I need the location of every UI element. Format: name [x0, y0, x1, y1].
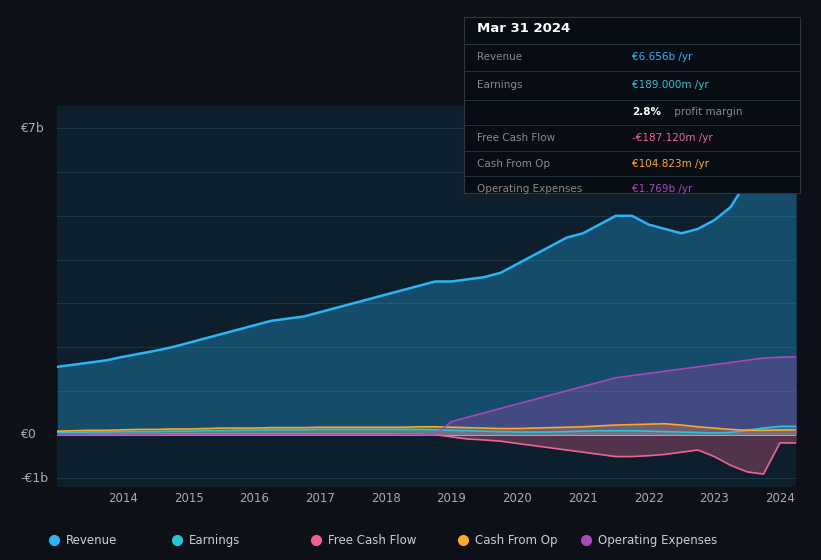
Text: Cash From Op: Cash From Op	[477, 158, 550, 169]
Text: Revenue: Revenue	[477, 53, 522, 62]
Text: Cash From Op: Cash From Op	[475, 534, 557, 547]
Text: Earnings: Earnings	[189, 534, 241, 547]
Text: Operating Expenses: Operating Expenses	[477, 184, 583, 194]
Text: Mar 31 2024: Mar 31 2024	[477, 22, 571, 35]
Text: -€1b: -€1b	[21, 472, 48, 485]
Text: profit margin: profit margin	[671, 107, 742, 117]
Text: -€187.120m /yr: -€187.120m /yr	[632, 133, 713, 143]
Text: 2.8%: 2.8%	[632, 107, 661, 117]
Text: Operating Expenses: Operating Expenses	[598, 534, 718, 547]
Text: €7b: €7b	[21, 122, 44, 135]
Text: €6.656b /yr: €6.656b /yr	[632, 53, 693, 62]
Text: Earnings: Earnings	[477, 80, 523, 90]
Text: €0: €0	[21, 428, 36, 441]
Text: €189.000m /yr: €189.000m /yr	[632, 80, 709, 90]
Text: Revenue: Revenue	[66, 534, 117, 547]
Text: Free Cash Flow: Free Cash Flow	[477, 133, 556, 143]
Text: €1.769b /yr: €1.769b /yr	[632, 184, 693, 194]
Text: Free Cash Flow: Free Cash Flow	[328, 534, 416, 547]
Text: €104.823m /yr: €104.823m /yr	[632, 158, 709, 169]
